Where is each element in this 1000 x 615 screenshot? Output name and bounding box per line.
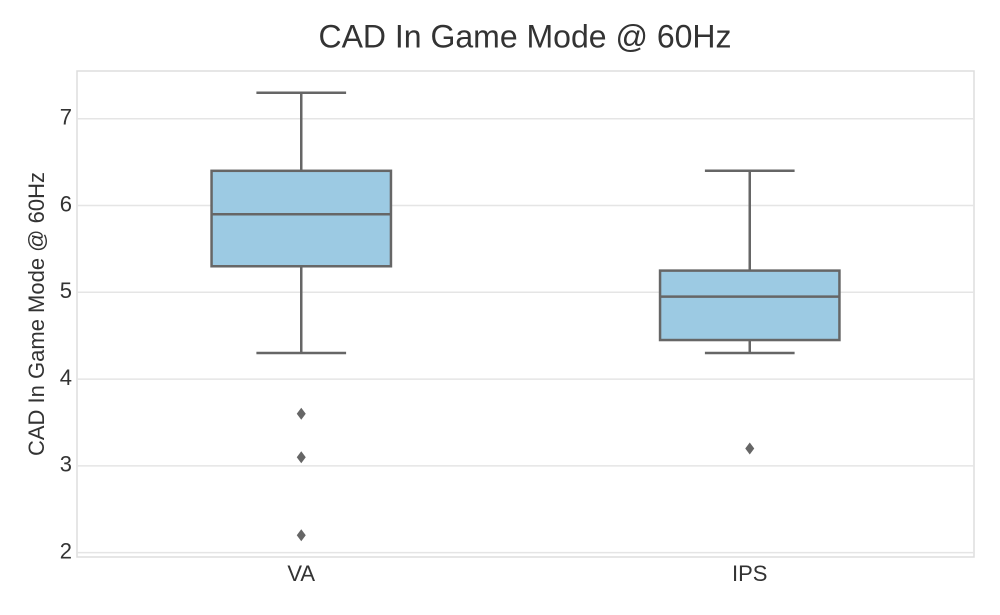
flier	[296, 529, 306, 542]
y-axis-label: CAD In Game Mode @ 60Hz	[24, 172, 49, 456]
x-tick-label: VA	[287, 561, 315, 586]
chart-title: CAD In Game Mode @ 60Hz	[318, 18, 731, 54]
y-tick-label: 4	[60, 365, 72, 390]
y-tick-label: 6	[60, 191, 72, 216]
y-tick-label: 7	[60, 105, 72, 130]
flier	[296, 451, 306, 464]
box	[658, 269, 841, 342]
flier	[745, 442, 755, 455]
y-tick-label: 2	[60, 538, 72, 563]
plot-frame	[76, 70, 975, 558]
flier	[296, 407, 306, 420]
box	[210, 169, 393, 268]
x-tick-label: IPS	[732, 561, 767, 586]
y-tick-label: 3	[60, 452, 72, 477]
y-tick-label: 5	[60, 278, 72, 303]
